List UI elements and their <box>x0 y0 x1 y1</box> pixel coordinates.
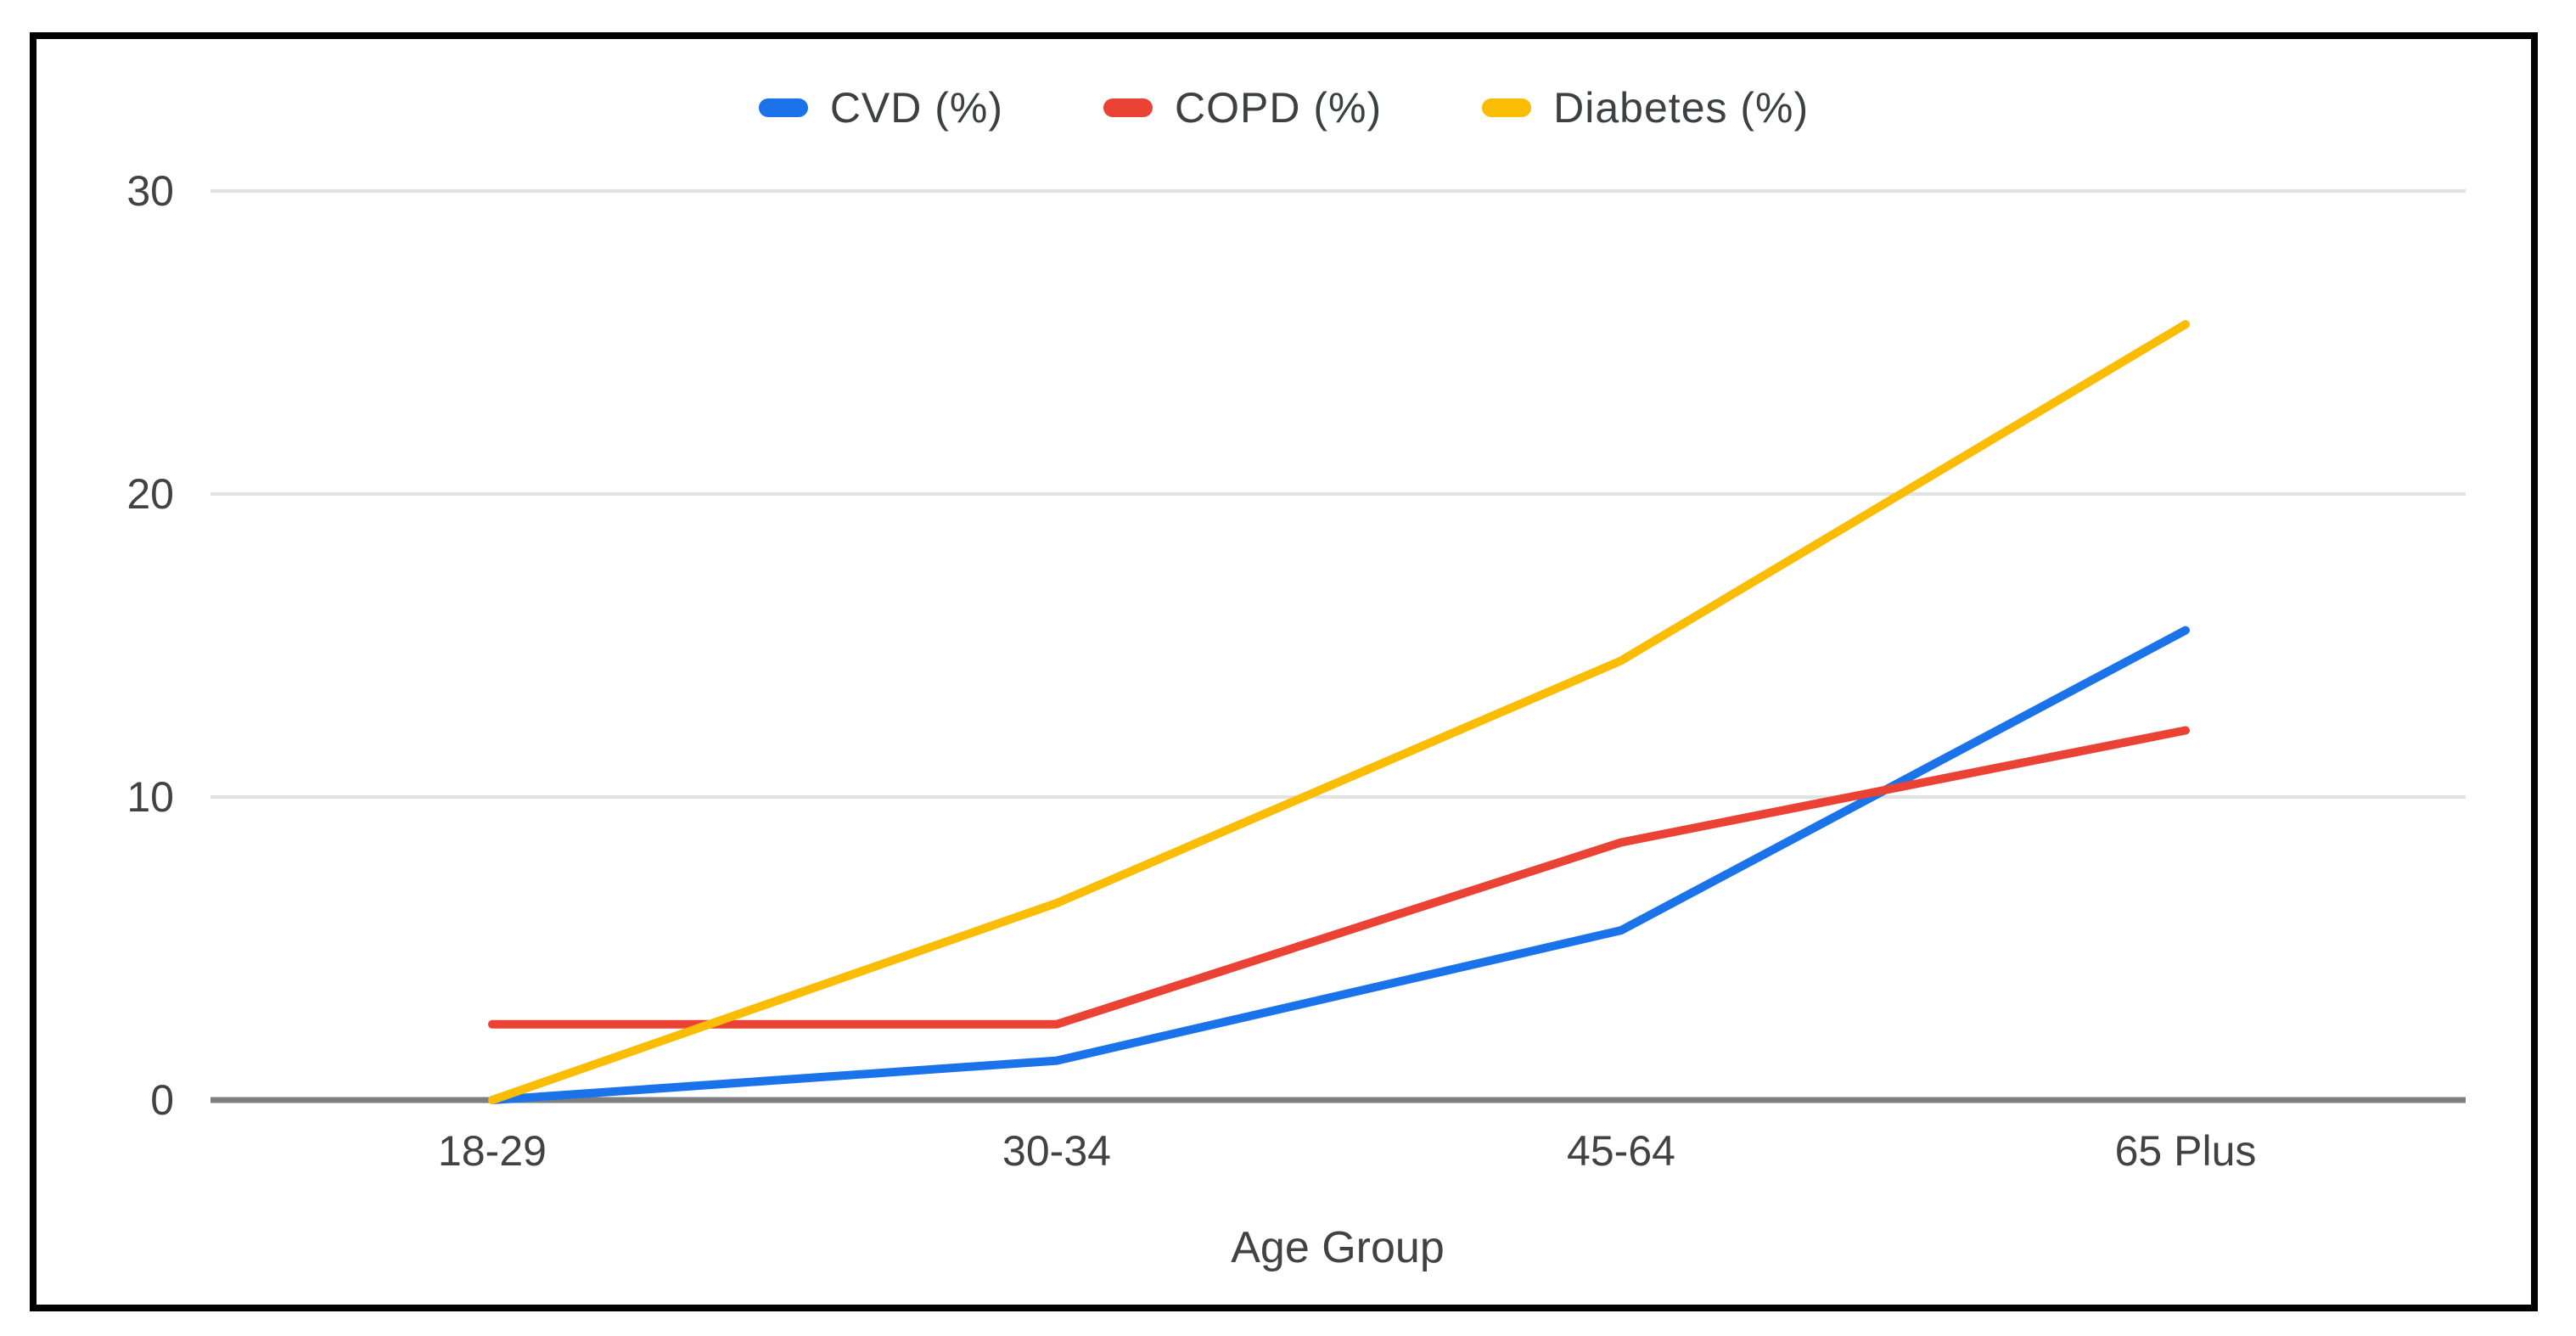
y-tick-label-0: 0 <box>150 1076 174 1124</box>
legend-item-cvd-: CVD (%) <box>758 83 1004 132</box>
y-tick-label-20: 20 <box>126 470 174 518</box>
x-category-label-65-plus: 65 Plus <box>2114 1127 2257 1175</box>
series-line-cvd- <box>488 626 2190 1104</box>
x-axis-title: Age Group <box>1231 1223 1445 1272</box>
series-line-diabetes- <box>488 320 2190 1104</box>
legend-swatch-icon <box>1482 98 1532 117</box>
series-line-copd- <box>488 726 2190 1029</box>
legend-item-diabetes-: Diabetes (%) <box>1482 83 1809 132</box>
legend: CVD (%) COPD (%) Diabetes (%) <box>30 83 2538 132</box>
legend-swatch-icon <box>1103 98 1153 117</box>
legend-item-copd-: COPD (%) <box>1103 83 1382 132</box>
y-tick-label-30: 30 <box>126 167 174 215</box>
x-category-label-30-34: 30-34 <box>1002 1127 1111 1175</box>
x-category-label-18-29: 18-29 <box>438 1127 547 1175</box>
legend-swatch-icon <box>758 98 808 117</box>
legend-label: CVD (%) <box>829 84 1004 132</box>
legend-label: Diabetes (%) <box>1553 84 1810 132</box>
legend-label: COPD (%) <box>1175 84 1383 132</box>
y-tick-label-10: 10 <box>126 773 174 821</box>
x-category-label-45-64: 45-64 <box>1567 1127 1675 1175</box>
